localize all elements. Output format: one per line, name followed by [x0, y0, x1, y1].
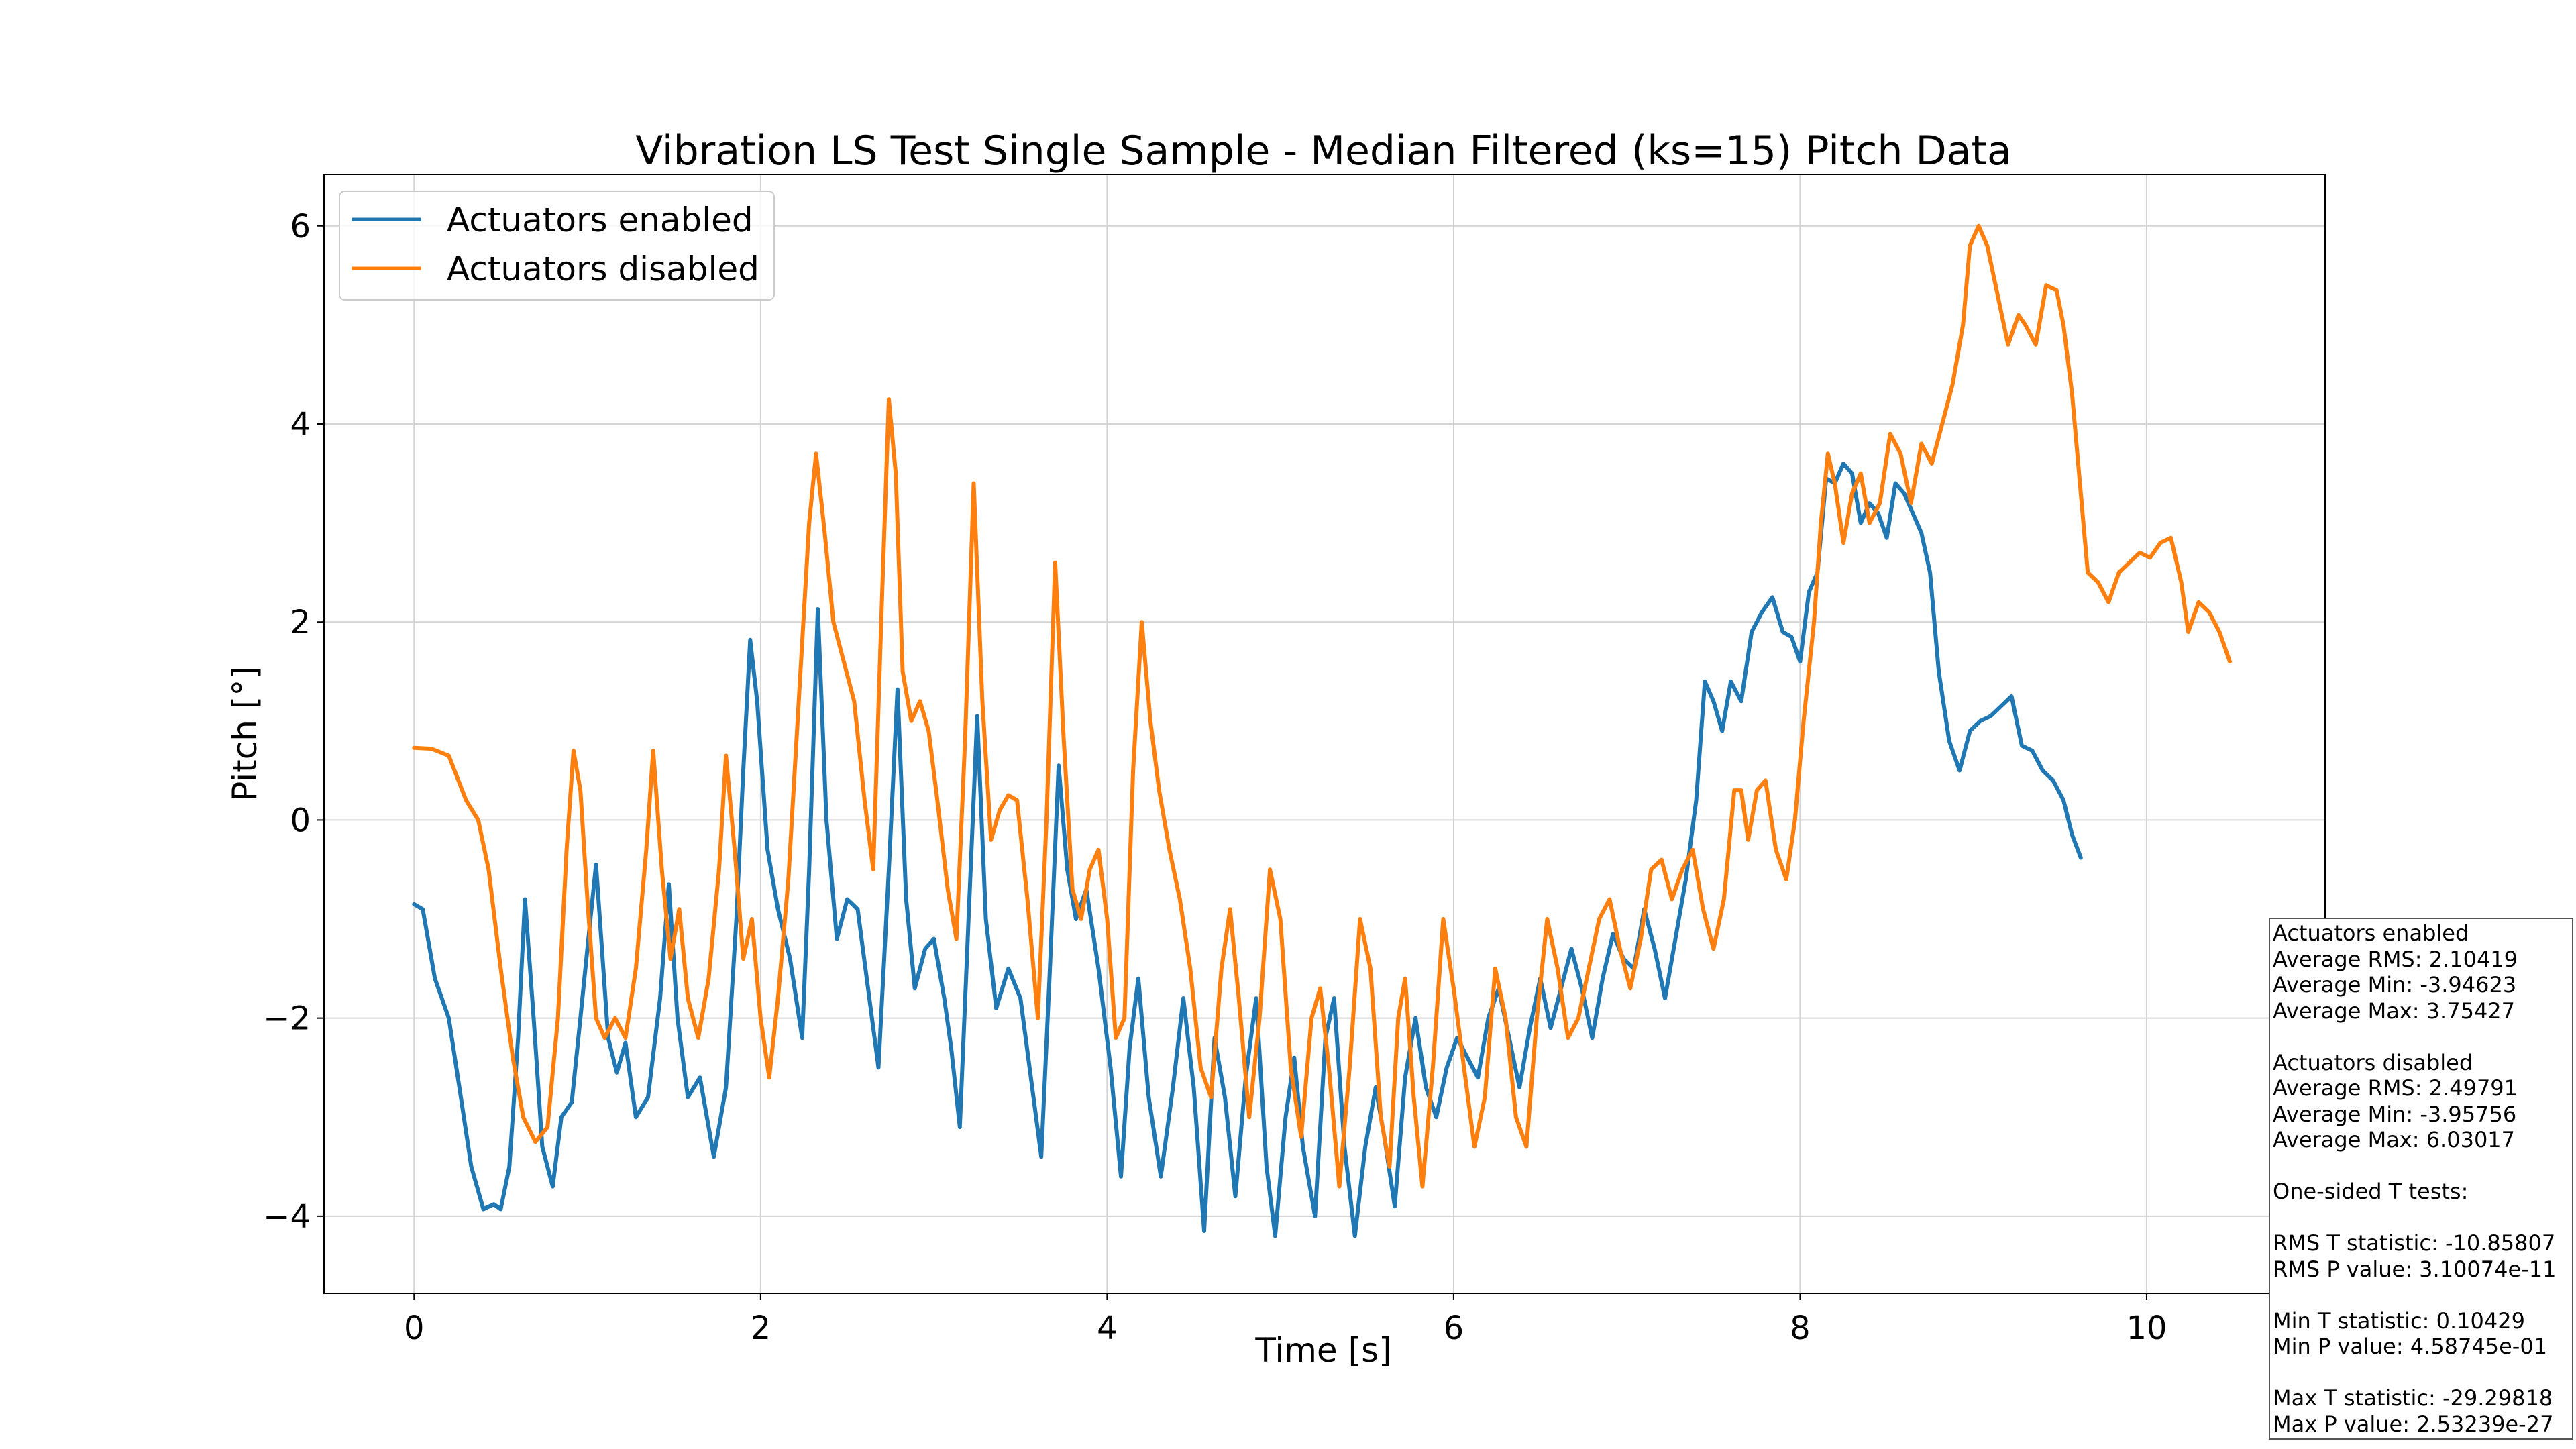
plot-frame — [323, 174, 2326, 1294]
y-tick-label: 6 — [290, 208, 311, 246]
y-axis-ticks: −4 −2 0 2 4 6 — [263, 208, 324, 1236]
x-axis-title: Time [s] — [1254, 1331, 1391, 1370]
x-tick-label: 4 — [1097, 1309, 1118, 1347]
stats-line — [2273, 1282, 2569, 1308]
series-lines — [412, 223, 2232, 1238]
x-tick-label: 0 — [404, 1309, 425, 1347]
y-axis-title: Pitch [°] — [225, 666, 264, 802]
chart-title: Vibration LS Test Single Sample - Median… — [635, 127, 2012, 174]
stats-line: Actuators enabled — [2273, 920, 2469, 946]
x-tick-label: 8 — [1790, 1309, 1811, 1347]
stats-line — [2273, 1024, 2569, 1050]
stats-line: Max T statistic: -29.29818 — [2273, 1385, 2553, 1411]
stats-line: Min T statistic: 0.10429 — [2273, 1307, 2525, 1334]
stats-line: Actuators disabled — [2273, 1049, 2473, 1075]
stats-line — [2273, 1205, 2569, 1231]
legend-label-actuators-disabled: Actuators disabled — [447, 250, 759, 288]
y-tick-label: 2 — [290, 604, 311, 641]
y-tick-label: 0 — [290, 802, 311, 839]
stats-line: Average Min: -3.94623 — [2273, 972, 2517, 998]
legend: Actuators enabled Actuators disabled — [339, 191, 775, 301]
stats-line: Average Max: 3.75427 — [2273, 998, 2516, 1024]
y-tick-label: 4 — [290, 406, 311, 443]
stats-line: Min P value: 4.58745e-01 — [2273, 1334, 2548, 1359]
statistics-text-box: Actuators enabled Average RMS: 2.10419 A… — [2269, 918, 2573, 1440]
stats-line — [2273, 1360, 2569, 1386]
stats-line: Average RMS: 2.10419 — [2273, 946, 2518, 972]
x-axis-ticks: 0 2 4 6 8 10 — [404, 1293, 2167, 1347]
y-tick-label: −4 — [263, 1198, 311, 1236]
x-tick-label: 2 — [751, 1309, 771, 1347]
legend-label-actuators-enabled: Actuators enabled — [447, 201, 753, 239]
stats-line: RMS P value: 3.10074e-11 — [2273, 1256, 2557, 1282]
x-tick-label: 6 — [1444, 1309, 1464, 1347]
stats-line: RMS T statistic: -10.85807 — [2273, 1230, 2556, 1256]
stats-line: Average Max: 6.03017 — [2273, 1127, 2516, 1152]
legend-box — [339, 191, 775, 301]
series-line-actuators-disabled — [412, 223, 2232, 1189]
stats-line: Max P value: 2.53239e-27 — [2273, 1411, 2554, 1437]
stats-line: Average RMS: 2.49791 — [2273, 1075, 2518, 1101]
y-tick-label: −2 — [263, 1000, 311, 1038]
stats-line: Average Min: -3.95756 — [2273, 1101, 2517, 1127]
stats-line: One-sided T tests: — [2273, 1179, 2469, 1204]
stats-line — [2273, 1153, 2569, 1179]
x-tick-label: 10 — [2126, 1309, 2167, 1347]
